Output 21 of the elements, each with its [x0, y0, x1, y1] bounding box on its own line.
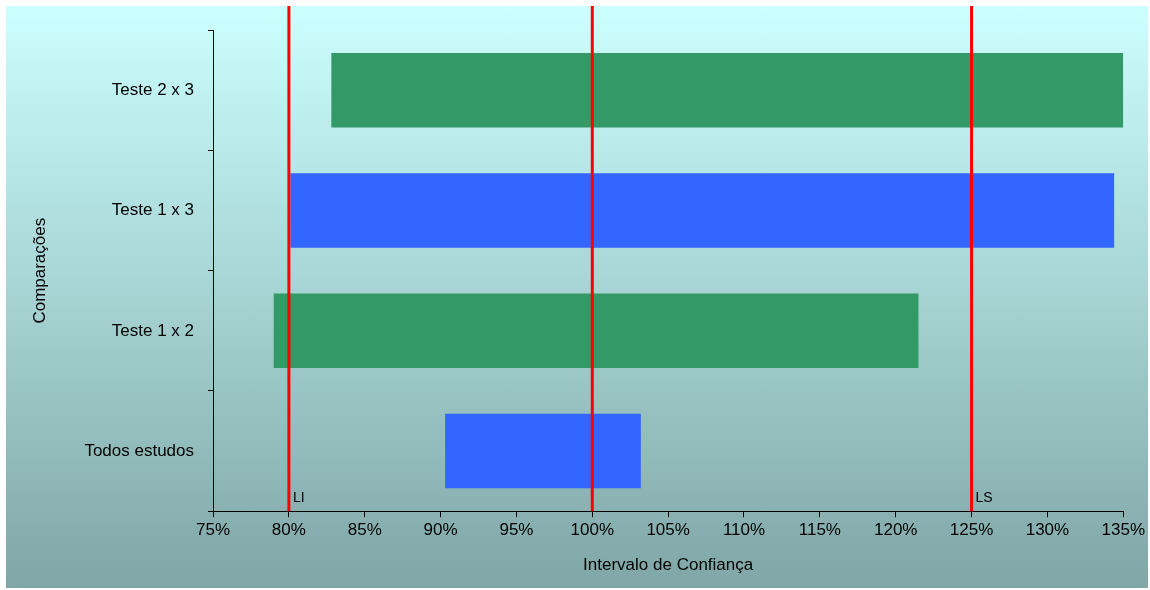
x-tick-label: 95% — [499, 520, 534, 540]
y-tick-label: Teste 1 x 2 — [111, 320, 195, 340]
x-tick-label: 85% — [347, 520, 382, 540]
x-tick-label: 130% — [1025, 520, 1070, 540]
x-tick-label: 90% — [423, 520, 458, 540]
y-tick-label: Todos estudos — [84, 440, 195, 460]
y-axis-title: Comparações — [29, 217, 49, 324]
ref-line-label: LI — [292, 489, 305, 506]
x-axis-title: Intervalo de Confiança — [583, 555, 754, 575]
y-tick-label: Teste 1 x 3 — [111, 200, 195, 220]
x-tick-label: 135% — [1101, 520, 1145, 540]
x-tick-label: 100% — [570, 520, 615, 540]
x-tick-label: 115% — [798, 520, 841, 540]
x-tick-label: 125% — [949, 520, 994, 540]
x-tick-label: 120% — [873, 520, 918, 540]
x-tick-label: 105% — [646, 520, 690, 540]
x-tick-label: 110% — [722, 520, 766, 540]
y-tick-label: Teste 2 x 3 — [111, 80, 195, 100]
ref-line-label: LS — [975, 489, 993, 506]
x-tick-label: 75% — [196, 520, 231, 540]
x-tick-label: 80% — [271, 520, 306, 540]
